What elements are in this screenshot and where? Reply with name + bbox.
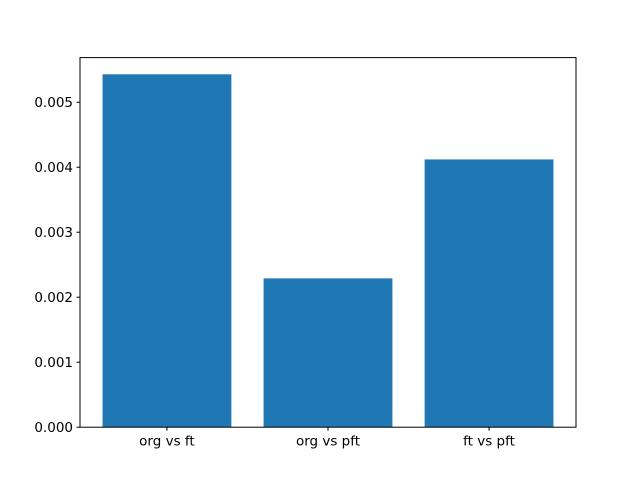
y-tick-label: 0.004 [34, 160, 73, 176]
y-tick-label: 0.000 [34, 420, 73, 436]
x-tick-label: org vs ft [139, 434, 195, 450]
axes-spines [79, 57, 577, 428]
y-tick-label: 0.005 [34, 95, 73, 111]
y-tick-label: 0.002 [34, 290, 73, 306]
y-tick-label: 0.003 [34, 225, 73, 241]
x-tick-label: ft vs pft [463, 434, 515, 450]
x-tick-label: org vs pft [296, 434, 360, 450]
y-tick-label: 0.001 [34, 355, 73, 371]
bar-org-vs-ft [102, 74, 232, 428]
bar-org-vs-pft [263, 278, 393, 428]
bar-ft-vs-pft [424, 159, 554, 428]
